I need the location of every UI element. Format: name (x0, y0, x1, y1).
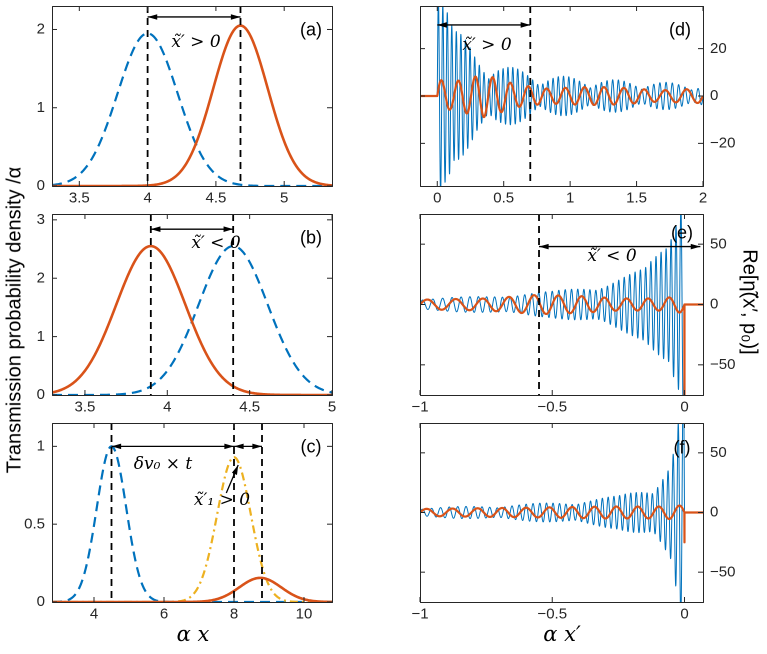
panel-label-b: (b) (300, 227, 322, 248)
x-axis-label-left: α x (176, 622, 210, 646)
panel-label-d: (d) (669, 19, 691, 40)
annotation-c-delta-v0-t: δv₀ × t (133, 454, 193, 474)
panel-label-f: (f) (673, 437, 691, 458)
annotation-b-xprime-negative: x̃′ < 0 (191, 233, 241, 253)
panel-label-e: (e) (671, 222, 693, 243)
y-axis-label-right: Re[η̃(x′, p₀)] (738, 249, 761, 355)
panel-label-a: (a) (300, 19, 322, 40)
annotation-e-xprime-negative: x̃′ < 0 (587, 246, 637, 266)
x-axis-label-right: α x′ (543, 622, 581, 646)
y-axis-label-left: Transmission probability density /α (3, 166, 26, 474)
annotation-c-x1prime-positive: x̃′₁ > 0 (193, 490, 251, 510)
annotation-a-xprime-positive: x̃′ > 0 (171, 32, 221, 52)
annotation-d-xprime-positive: x̃′ > 0 (462, 35, 512, 55)
panel-label-c: (c) (300, 436, 322, 457)
